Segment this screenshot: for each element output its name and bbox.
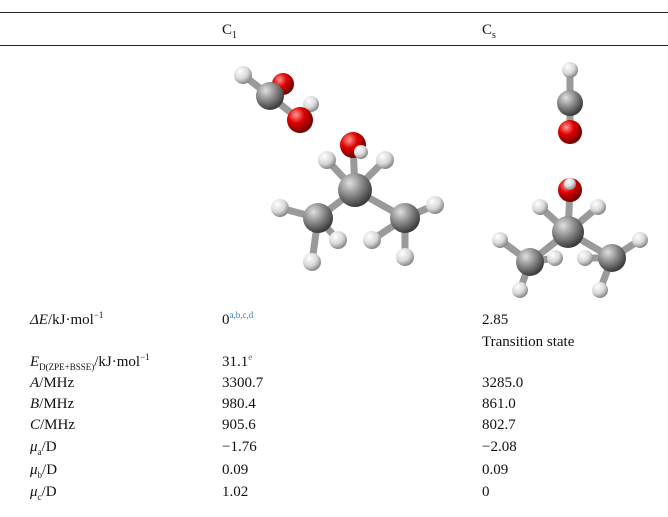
column-header: Cs [482, 21, 496, 39]
value-text: 0.09 [222, 462, 248, 478]
row-label: μa/D [30, 438, 57, 456]
row-label: ΔE/kJ·mol−1 [30, 311, 103, 329]
value: 2.85 [482, 311, 508, 329]
value-text: 0 [482, 484, 490, 500]
header-subscript: s [492, 30, 496, 41]
value: 31.1e [222, 353, 252, 371]
value-text: 0 [222, 312, 230, 328]
atoms [234, 62, 648, 298]
row-label: ED(ZPE+BSSE)/kJ·mol−1 [30, 353, 150, 371]
value: −1.76 [222, 438, 257, 456]
row-label: A/MHz [30, 374, 74, 392]
value-text: 861.0 [482, 396, 516, 412]
label-unit: /MHz [39, 396, 74, 412]
label-symbol: μ [30, 484, 38, 500]
page: {"header": [ {"symbol": "C", "sub": "1"}… [0, 0, 668, 517]
label-symbol: μ [30, 439, 38, 455]
label-symbol: ΔE [30, 312, 48, 328]
note-text: Transition state [482, 334, 574, 350]
label-unit: /kJ·mol [94, 354, 140, 370]
footnote-ref: a,b,c,d [230, 310, 254, 320]
label-subscript: D(ZPE+BSSE) [39, 362, 94, 372]
value: 3300.7 [222, 374, 263, 392]
value: 802.7 [482, 416, 516, 434]
value: 0 [482, 483, 490, 501]
label-symbol: A [30, 375, 39, 391]
value: 861.0 [482, 395, 516, 413]
value: 0.09 [482, 461, 508, 479]
label-unit: /D [42, 484, 57, 500]
label-unit: /D [42, 462, 57, 478]
value-text: 3300.7 [222, 375, 263, 391]
header-symbol: C [222, 22, 232, 38]
row-label: B/MHz [30, 395, 74, 413]
value: 905.6 [222, 416, 256, 434]
label-unit: /D [42, 439, 57, 455]
value-text: 802.7 [482, 417, 516, 433]
value-text: 3285.0 [482, 375, 523, 391]
header-subscript: 1 [232, 30, 237, 41]
value: 0a,b,c,d [222, 311, 253, 329]
row-label: μb/D [30, 461, 57, 479]
label-symbol: E [30, 354, 39, 370]
value-text: 31.1 [222, 354, 248, 370]
label-unit: /kJ·mol [48, 312, 94, 328]
label-unit: /MHz [39, 375, 74, 391]
value: 3285.0 [482, 374, 523, 392]
value: 980.4 [222, 395, 256, 413]
value-text: 0.09 [482, 462, 508, 478]
label-symbol: B [30, 396, 39, 412]
value: 0.09 [222, 461, 248, 479]
table: C1CsΔE/kJ·mol−10a,b,c,d2.85Transition st… [0, 0, 668, 517]
value: 1.02 [222, 483, 248, 501]
footnote-ref: e [248, 352, 252, 362]
label-symbol: C [30, 417, 40, 433]
label-superscript: −1 [94, 310, 104, 320]
value-text: 2.85 [482, 312, 508, 328]
row-label: C/MHz [30, 416, 75, 434]
value-text: 905.6 [222, 417, 256, 433]
header-symbol: C [482, 22, 492, 38]
column-header: C1 [222, 21, 237, 39]
value-text: −1.76 [222, 439, 257, 455]
value: −2.08 [482, 438, 517, 456]
label-unit: /MHz [40, 417, 75, 433]
value-text: 980.4 [222, 396, 256, 412]
label-symbol: μ [30, 462, 38, 478]
value-text: −2.08 [482, 439, 517, 455]
structures [0, 0, 668, 517]
value-note: Transition state [482, 333, 574, 351]
value-text: 1.02 [222, 484, 248, 500]
row-label: μc/D [30, 483, 57, 501]
label-superscript: −1 [140, 352, 150, 362]
